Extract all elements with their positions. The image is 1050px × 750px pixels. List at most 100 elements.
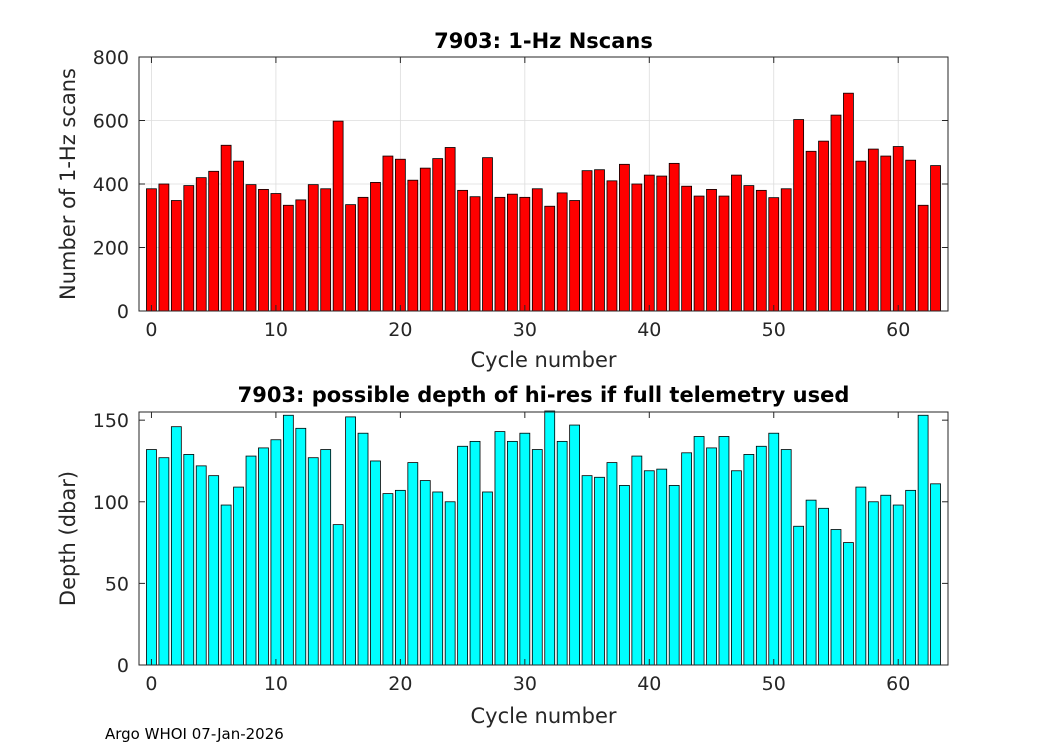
plot2-y-tick-label: 0: [117, 655, 129, 677]
plot2-bar: [469, 440, 481, 666]
plot1-bar: [482, 157, 493, 312]
plot1-bar: [394, 158, 406, 312]
plot2-bar: [407, 462, 419, 666]
plot1-bar: [643, 174, 655, 312]
plot1-bar: [295, 199, 307, 312]
plot1-bar: [731, 174, 742, 312]
plot2-bar: [370, 460, 381, 666]
plot2-bar: [905, 489, 917, 666]
plot1-bar: [407, 179, 419, 312]
plot1-bar: [382, 155, 394, 312]
plot1-bar: [457, 189, 468, 312]
plot2-bar: [519, 432, 531, 666]
plot1-bar: [170, 200, 182, 312]
plot2-y-tick-label: 100: [93, 492, 129, 514]
plot2-bar: [158, 457, 170, 666]
plot1-bar: [768, 197, 780, 312]
plot2-bar: [818, 507, 829, 666]
plot2-bar: [208, 475, 220, 666]
plot1-bar: [419, 167, 431, 312]
plot2-bar: [930, 483, 941, 666]
plot1-bar: [233, 160, 244, 312]
plot2-bar: [569, 424, 580, 666]
plot1-x-tick-label: 60: [886, 319, 910, 341]
plot1-bar: [631, 183, 643, 312]
plot2-x-tick-label: 0: [145, 673, 157, 695]
plot1-x-tick-label: 20: [388, 319, 412, 341]
plot1-bar: [706, 188, 717, 312]
plot2-x-tick-label: 10: [264, 673, 288, 695]
plot2-bar: [382, 493, 394, 666]
plot1-bar: [668, 162, 680, 312]
plot1-bar: [282, 204, 294, 312]
plot1-bar: [345, 204, 356, 312]
plot2-title: 7903: possible depth of hi-res if full t…: [238, 383, 850, 407]
plot2-bar: [544, 410, 556, 666]
plot1-bar: [357, 196, 369, 312]
plot2-bar: [531, 449, 543, 666]
plot1-bar: [444, 147, 456, 312]
plot2-x-tick-label: 60: [886, 673, 910, 695]
plot2-bar: [606, 462, 618, 666]
plot2-bar: [718, 436, 730, 666]
plot2-x-tick-label: 50: [762, 673, 786, 695]
plot2-bar: [780, 449, 792, 666]
plot2-bar: [170, 426, 182, 666]
plot2-bar: [419, 480, 431, 666]
plot1-x-tick-label: 10: [264, 319, 288, 341]
plot1-bar: [245, 184, 257, 312]
plot2-bar: [258, 447, 269, 666]
plot2-bar: [146, 449, 157, 666]
plot2-bar: [768, 432, 780, 666]
plot2-bar: [892, 504, 904, 666]
plot2-bar: [693, 436, 705, 666]
plot2-x-tick-label: 30: [513, 673, 537, 695]
plot2-bar: [594, 476, 605, 666]
plot1-bar: [307, 184, 319, 312]
plot1-bar: [830, 114, 842, 312]
plot2-bar: [482, 491, 493, 666]
plot1-bar: [320, 188, 332, 312]
plot1-bar: [880, 155, 892, 312]
plot1-bar: [258, 188, 269, 312]
plot2-bar: [183, 454, 195, 666]
plot1-bar: [544, 205, 556, 312]
plot2-x-tick-label: 20: [388, 673, 412, 695]
plot2-bar: [345, 416, 356, 666]
plot2-bar: [643, 470, 655, 666]
plot1-bar: [917, 204, 929, 312]
plot1-bar: [581, 170, 593, 312]
plot2-bar: [282, 414, 294, 666]
plot1-bar: [681, 185, 693, 312]
plot2-bar: [880, 494, 892, 666]
plot2-y-tick-label: 150: [93, 410, 129, 432]
plot1-bar: [494, 196, 506, 312]
plot1-bar: [606, 180, 618, 312]
plot1-bar: [619, 163, 630, 312]
plot2-bar: [332, 524, 344, 666]
plot1-x-tick-label: 50: [762, 319, 786, 341]
plot1-x-tick-label: 40: [637, 319, 661, 341]
plot1-bar: [370, 182, 381, 312]
plot1-bar: [780, 188, 792, 312]
plot1-bar: [843, 92, 854, 312]
plot1-bar: [469, 196, 481, 312]
plot2-y-axis-label: Depth (dbar): [56, 471, 80, 606]
plot2-bar: [631, 455, 643, 666]
plot2-bar: [743, 454, 755, 666]
plot2-bar: [494, 431, 506, 666]
footer-stamp: Argo WHOI 07-Jan-2026: [105, 725, 284, 743]
plot2-bar: [867, 501, 879, 666]
plot1-bar: [718, 195, 730, 312]
plot1-x-axis-label: Cycle number: [470, 348, 616, 372]
plot1-bar: [743, 185, 755, 312]
plot2-bar: [668, 485, 680, 666]
plot2-bar: [843, 542, 854, 666]
plot1-x-tick-label: 0: [145, 319, 157, 341]
plot2-bar: [805, 499, 817, 666]
plot1-bar: [867, 148, 879, 312]
plot1-y-tick-label: 0: [117, 301, 129, 323]
plot1-bar: [531, 188, 543, 312]
plot2-x-tick-label: 40: [637, 673, 661, 695]
plot1-bar: [818, 140, 829, 312]
